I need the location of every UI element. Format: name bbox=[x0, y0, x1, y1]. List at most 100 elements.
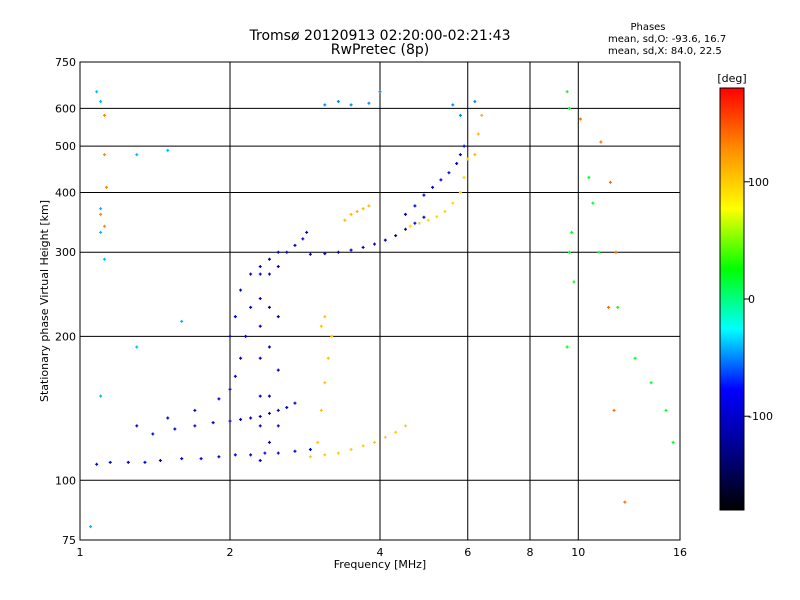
data-point bbox=[258, 265, 262, 269]
data-point bbox=[570, 230, 574, 234]
data-point bbox=[367, 101, 371, 105]
data-point bbox=[373, 242, 377, 246]
x-axis-ticks: 1 2 4 6 8 10 16 bbox=[77, 546, 688, 559]
data-point bbox=[173, 427, 177, 431]
data-point bbox=[158, 458, 162, 462]
y-tick-label: 400 bbox=[55, 186, 76, 199]
data-point bbox=[323, 103, 327, 107]
data-point bbox=[258, 356, 262, 360]
data-point bbox=[126, 460, 130, 464]
data-point bbox=[458, 153, 462, 157]
data-point bbox=[95, 462, 99, 466]
plot-frame bbox=[79, 61, 681, 541]
data-point bbox=[276, 451, 280, 455]
data-point bbox=[349, 103, 353, 107]
chart-title: Tromsø 20120913 02:20:00-02:21:43 bbox=[249, 28, 511, 44]
colorbar-ticks: 100 0 -100 bbox=[744, 176, 773, 423]
data-point bbox=[394, 234, 398, 238]
data-point bbox=[451, 201, 455, 205]
stats-heading: Phases bbox=[630, 22, 665, 33]
colorbar-tick-label: 100 bbox=[748, 176, 769, 189]
data-point bbox=[607, 305, 611, 309]
data-point bbox=[361, 444, 365, 448]
data-point bbox=[258, 458, 262, 462]
colorbar-tick-label: -100 bbox=[748, 410, 773, 423]
data-point bbox=[228, 387, 232, 391]
y-tick-label: 100 bbox=[55, 474, 76, 487]
data-point bbox=[95, 90, 99, 94]
data-point bbox=[455, 161, 459, 165]
data-point bbox=[323, 252, 327, 256]
data-point bbox=[349, 447, 353, 451]
data-point bbox=[476, 132, 480, 136]
data-point bbox=[323, 453, 327, 457]
data-point bbox=[614, 250, 618, 254]
data-point bbox=[435, 215, 439, 219]
data-point bbox=[361, 245, 365, 249]
x-tick-label: 1 bbox=[77, 546, 84, 559]
data-point bbox=[104, 185, 108, 189]
data-point bbox=[249, 305, 253, 309]
data-point bbox=[166, 416, 170, 420]
data-point bbox=[383, 435, 387, 439]
data-point bbox=[591, 201, 595, 205]
data-point bbox=[103, 224, 107, 228]
data-point bbox=[258, 394, 262, 398]
data-point bbox=[239, 288, 243, 292]
data-point bbox=[276, 315, 280, 319]
data-point bbox=[319, 324, 323, 328]
data-point bbox=[413, 204, 417, 208]
data-point bbox=[403, 227, 407, 231]
data-point bbox=[180, 319, 184, 323]
data-point bbox=[326, 356, 330, 360]
data-point bbox=[308, 252, 312, 256]
data-point bbox=[103, 153, 107, 157]
data-point bbox=[233, 315, 237, 319]
data-point bbox=[151, 432, 155, 436]
y-tick-label: 200 bbox=[55, 330, 76, 343]
data-point bbox=[394, 430, 398, 434]
data-point bbox=[99, 230, 103, 234]
data-point bbox=[336, 250, 340, 254]
data-point bbox=[323, 315, 327, 319]
y-tick-label: 600 bbox=[55, 102, 76, 115]
data-point bbox=[336, 451, 340, 455]
data-point bbox=[308, 455, 312, 459]
data-point bbox=[462, 144, 466, 148]
data-point bbox=[458, 190, 462, 194]
data-point bbox=[587, 175, 591, 179]
grid-lines bbox=[80, 62, 680, 540]
y-axis-label: Stationary phase Virtual Height [km] bbox=[38, 200, 51, 402]
data-point bbox=[99, 394, 103, 398]
data-point bbox=[422, 215, 426, 219]
data-point bbox=[466, 157, 470, 161]
data-point bbox=[108, 460, 112, 464]
x-tick-label: 2 bbox=[227, 546, 234, 559]
data-point bbox=[316, 440, 320, 444]
data-point bbox=[267, 440, 271, 444]
data-point bbox=[293, 243, 297, 247]
data-point bbox=[578, 117, 582, 121]
data-point bbox=[431, 185, 435, 189]
data-point bbox=[608, 180, 612, 184]
data-point bbox=[166, 148, 170, 152]
data-point bbox=[193, 424, 197, 428]
data-point bbox=[258, 297, 262, 301]
data-point bbox=[228, 334, 232, 338]
data-point bbox=[276, 250, 280, 254]
data-point bbox=[308, 447, 312, 451]
data-point bbox=[103, 257, 107, 261]
data-point bbox=[403, 424, 407, 428]
data-point bbox=[263, 451, 267, 455]
data-point bbox=[211, 421, 215, 425]
data-points bbox=[89, 90, 675, 529]
data-point bbox=[249, 272, 253, 276]
data-point bbox=[422, 193, 426, 197]
data-point bbox=[258, 324, 262, 328]
data-point bbox=[199, 457, 203, 461]
data-point bbox=[319, 408, 323, 412]
data-point bbox=[355, 210, 359, 214]
data-point bbox=[623, 500, 627, 504]
data-point bbox=[258, 424, 262, 428]
